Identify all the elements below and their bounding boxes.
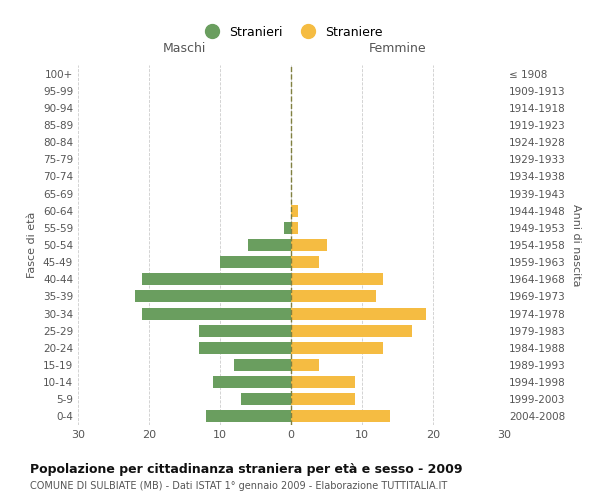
Bar bbox=[199, 342, 291, 354]
Bar bbox=[291, 394, 355, 406]
Bar bbox=[291, 239, 326, 251]
Y-axis label: Fasce di età: Fasce di età bbox=[28, 212, 37, 278]
Bar bbox=[213, 376, 291, 388]
Bar bbox=[284, 222, 291, 234]
Text: Femmine: Femmine bbox=[368, 42, 427, 54]
Bar bbox=[220, 256, 291, 268]
Legend: Stranieri, Straniere: Stranieri, Straniere bbox=[194, 21, 388, 44]
Bar bbox=[142, 274, 291, 285]
Text: COMUNE DI SULBIATE (MB) - Dati ISTAT 1° gennaio 2009 - Elaborazione TUTTITALIA.I: COMUNE DI SULBIATE (MB) - Dati ISTAT 1° … bbox=[30, 481, 447, 491]
Bar bbox=[291, 274, 383, 285]
Bar bbox=[291, 256, 319, 268]
Bar bbox=[291, 324, 412, 336]
Bar bbox=[199, 324, 291, 336]
Bar bbox=[248, 239, 291, 251]
Text: Maschi: Maschi bbox=[163, 42, 206, 54]
Bar bbox=[291, 359, 319, 371]
Bar bbox=[234, 359, 291, 371]
Bar bbox=[291, 222, 298, 234]
Bar bbox=[291, 308, 426, 320]
Y-axis label: Anni di nascita: Anni di nascita bbox=[571, 204, 581, 286]
Text: Popolazione per cittadinanza straniera per età e sesso - 2009: Popolazione per cittadinanza straniera p… bbox=[30, 462, 463, 475]
Bar bbox=[291, 376, 355, 388]
Bar bbox=[291, 342, 383, 354]
Bar bbox=[206, 410, 291, 422]
Bar bbox=[241, 394, 291, 406]
Bar bbox=[291, 204, 298, 216]
Bar bbox=[135, 290, 291, 302]
Bar bbox=[291, 290, 376, 302]
Bar bbox=[291, 410, 391, 422]
Bar bbox=[142, 308, 291, 320]
